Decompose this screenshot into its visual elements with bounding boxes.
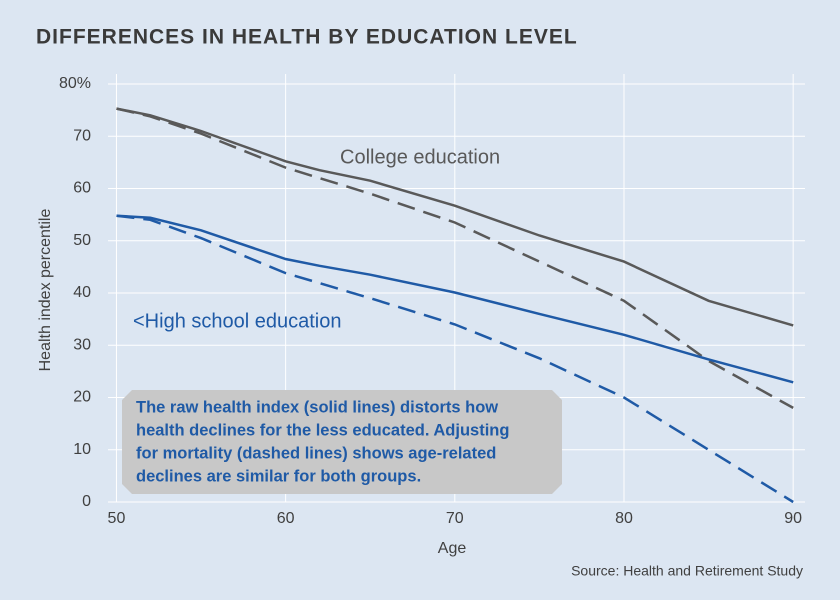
x-tick-label: 50	[108, 510, 126, 527]
line	[116, 107, 794, 409]
series-label: <High school education	[133, 310, 341, 332]
series-label: College education	[340, 146, 500, 168]
annotation-text: for mortality (dashed lines) shows age-r…	[136, 444, 496, 462]
x-tick-label: 90	[784, 510, 802, 527]
chart-title: DIFFERENCES IN HEALTH BY EDUCATION LEVEL	[36, 26, 578, 49]
y-tick-label: 80%	[59, 75, 91, 92]
x-axis-label: Age	[438, 540, 467, 557]
x-tick-label: 80	[615, 510, 633, 527]
y-tick-label: 40	[73, 284, 91, 301]
line	[116, 214, 794, 384]
y-tick-label: 30	[73, 336, 91, 353]
source: Source: Health and Retirement Study	[571, 563, 803, 579]
y-axis-label: Health index percentile	[37, 209, 54, 372]
y-tick-label: 60	[73, 180, 91, 197]
y-tick-label: 10	[73, 441, 91, 458]
annotation-box	[122, 390, 562, 494]
y-tick-label: 50	[73, 232, 91, 249]
annotation-text: declines are similar for both groups.	[136, 467, 421, 485]
line	[116, 214, 794, 504]
x-tick-label: 70	[446, 510, 464, 527]
line	[116, 107, 794, 327]
y-tick-label: 20	[73, 389, 91, 406]
x-tick-label: 60	[277, 510, 295, 527]
y-tick-label: 70	[73, 127, 91, 144]
annotation-text: The raw health index (solid lines) disto…	[136, 398, 498, 416]
y-tick-label: 0	[82, 493, 91, 510]
annotation-text: health declines for the less educated. A…	[136, 421, 509, 439]
